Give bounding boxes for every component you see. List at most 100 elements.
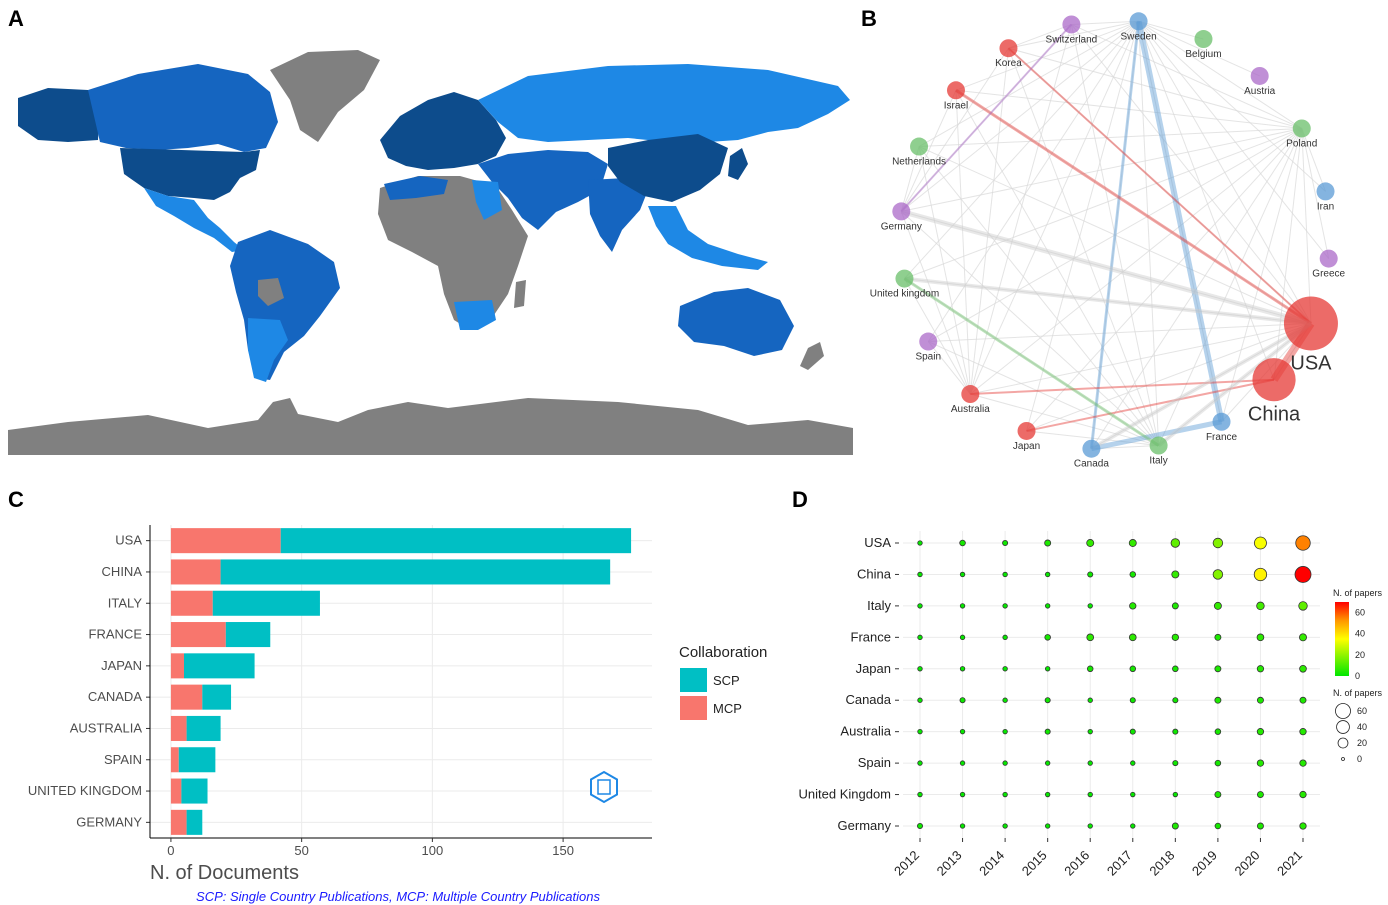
network-node-greece (1319, 249, 1338, 268)
network-edge (904, 128, 1302, 280)
network-edge-strong (955, 89, 1312, 325)
network-node-austria (1250, 66, 1269, 85)
map-europe (380, 92, 506, 170)
network-edge-strong (1090, 321, 1312, 451)
color-legend-bar (1335, 602, 1349, 676)
bubble-point (959, 539, 966, 547)
bar-scp-italy (212, 590, 320, 616)
bubble-point (1087, 760, 1093, 766)
bubble-point (1172, 665, 1179, 673)
bubble-point (1129, 697, 1136, 704)
bubble-point (1130, 791, 1136, 798)
x-tick-label: 2014 (976, 848, 1007, 879)
size-legend-tick: 40 (1357, 722, 1367, 732)
bubble-point (959, 697, 966, 704)
bubble-point (1299, 759, 1307, 767)
network-edge (1026, 21, 1140, 432)
network-label: Netherlands (892, 157, 946, 168)
bubble-point (1002, 791, 1008, 798)
logo-inner-icon (597, 779, 611, 795)
bubble-point (917, 634, 923, 641)
network-edge (1071, 24, 1312, 324)
bubble-point (1129, 602, 1137, 610)
network-edge (1138, 21, 1275, 380)
network-node-netherlands (910, 137, 929, 156)
bubble-point (1002, 634, 1008, 641)
network-edge (1138, 20, 1326, 192)
y-tick-label: Germany (838, 818, 892, 833)
bubble-point (917, 666, 923, 672)
bubble-point (1299, 790, 1307, 799)
network-edge (969, 128, 1303, 395)
bar-mcp-germany (170, 809, 187, 835)
bubble-point (1214, 665, 1222, 673)
bar-mcp-japan (170, 653, 184, 679)
map-canada (88, 64, 278, 152)
collaboration-network: Sweden Belgium Austria Poland Iran Greece USA C… (870, 12, 1346, 470)
network-edge (1301, 128, 1330, 259)
bubble-point (1171, 822, 1179, 830)
bubble-point (1299, 633, 1307, 642)
network-edge (1026, 430, 1159, 447)
bubble-point (917, 603, 923, 609)
network-node-china (1252, 358, 1296, 402)
bubble-point (959, 666, 966, 672)
bubble-point (1299, 822, 1307, 830)
map-russia (478, 64, 850, 142)
network-edge (955, 89, 1312, 324)
network-edge (900, 211, 1159, 446)
network-node-israel (946, 81, 965, 100)
network-label: Australia (951, 404, 990, 415)
bubble-point (1253, 567, 1268, 582)
bubble-point (917, 540, 923, 546)
bubble-point (1299, 696, 1307, 704)
bubble-point (1256, 791, 1264, 799)
network-node-usa (1283, 296, 1338, 351)
bubble-point (1214, 633, 1222, 641)
y-tick-label: CHINA (102, 564, 143, 579)
network-node-canada (1082, 439, 1101, 458)
bubble-point (1172, 728, 1179, 735)
bubble-point (1002, 540, 1009, 546)
network-edge (904, 20, 1139, 279)
map-australia (678, 288, 794, 356)
network-node-korea (999, 39, 1018, 58)
network-label: Canada (1074, 459, 1109, 470)
logo-icon (590, 770, 618, 804)
network-node-france (1212, 412, 1231, 431)
network-label: Israel (944, 100, 968, 111)
network-edge (1090, 128, 1303, 449)
legend-swatch-mcp (680, 696, 707, 720)
network-edge (904, 278, 1159, 446)
network-node-italy (1149, 436, 1168, 455)
network-label: Italy (1149, 456, 1167, 467)
x-tick-label: 2017 (1104, 848, 1135, 879)
bar-scp-japan (183, 653, 255, 679)
network-edge-strong (903, 277, 1160, 447)
bubble-point (1002, 728, 1008, 735)
bubble-point (1171, 633, 1179, 641)
network-edge (900, 20, 1139, 212)
y-tick-label: Canada (845, 692, 891, 707)
bubble-point (917, 728, 923, 735)
bar-mcp-italy (170, 590, 213, 616)
x-tick-label: 2021 (1274, 848, 1305, 879)
map-bolivia (258, 278, 284, 306)
network-edge-strong (900, 23, 1073, 213)
bubble-point (1129, 571, 1137, 578)
bubble-point (1128, 539, 1137, 547)
map-antarctica (8, 398, 853, 455)
bubble-point (1256, 759, 1265, 767)
color-legend-tick: 20 (1355, 650, 1365, 660)
network-label: Greece (1312, 269, 1345, 280)
bubble-point (1212, 569, 1224, 580)
map-japan (728, 148, 748, 180)
network-edge (1008, 48, 1160, 446)
bubble-point (1087, 791, 1093, 798)
bubble-point (1256, 696, 1264, 704)
color-legend-tick: 40 (1355, 629, 1365, 639)
bubble-point (1214, 728, 1222, 735)
y-tick-label: CANADA (88, 689, 143, 704)
bubble-point (917, 697, 923, 703)
size-legend-tick: 20 (1357, 738, 1367, 748)
